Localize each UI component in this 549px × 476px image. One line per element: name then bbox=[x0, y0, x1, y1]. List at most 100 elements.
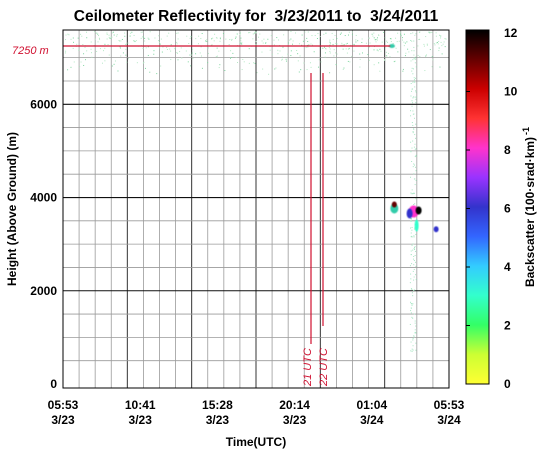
streak-dot bbox=[410, 341, 412, 343]
speckle-dot bbox=[324, 46, 326, 48]
speckle-dot bbox=[439, 66, 441, 68]
speckle-dot bbox=[303, 62, 305, 64]
speckle-dot bbox=[384, 37, 386, 39]
streak-dot bbox=[410, 83, 412, 85]
speckle-dot bbox=[404, 42, 406, 44]
streak-dot bbox=[410, 312, 412, 314]
speckle-dot bbox=[336, 53, 338, 55]
speckle-dot bbox=[142, 47, 144, 49]
speckle-dot bbox=[397, 51, 399, 53]
streak-dot bbox=[412, 110, 414, 112]
x-tick-date: 3/23 bbox=[129, 413, 153, 427]
speckle-dot bbox=[201, 67, 203, 69]
streak-dot bbox=[412, 243, 414, 245]
streak-dot bbox=[415, 198, 417, 200]
speckle-dot bbox=[191, 54, 193, 56]
speckle-dot bbox=[177, 59, 179, 61]
speckle-dot bbox=[192, 48, 194, 50]
speckle-dot bbox=[216, 37, 218, 39]
speckle-dot bbox=[398, 40, 400, 42]
streak-dot bbox=[414, 178, 416, 180]
speckle-dot bbox=[304, 31, 306, 33]
speckle-dot bbox=[113, 63, 115, 65]
colorbar-tick-label: 12 bbox=[504, 26, 518, 40]
speckle-dot bbox=[376, 49, 378, 51]
speckle-dot bbox=[336, 38, 338, 40]
speckle-dot bbox=[119, 47, 121, 49]
streak-dot bbox=[410, 250, 412, 252]
speckle-dot bbox=[415, 56, 417, 58]
streak-dot bbox=[414, 81, 416, 83]
speckle-dot bbox=[342, 68, 344, 70]
speckle-dot bbox=[265, 42, 267, 44]
speckle-dot bbox=[230, 57, 232, 59]
speckle-dot bbox=[320, 61, 322, 63]
colorbar-ticks: 0 2 4 6 8 10 12 bbox=[466, 26, 518, 391]
speckle-dot bbox=[292, 40, 294, 42]
speckle-dot bbox=[211, 38, 213, 40]
speckle-dot bbox=[393, 61, 395, 63]
speckle-dot bbox=[104, 43, 106, 45]
speckle-dot bbox=[353, 43, 355, 45]
streak-dot bbox=[413, 79, 415, 81]
speckle-dot bbox=[295, 32, 297, 34]
speckle-dot bbox=[417, 54, 419, 56]
speckle-dot bbox=[158, 42, 160, 44]
speckle-dot bbox=[367, 54, 369, 56]
streak-dot bbox=[410, 273, 412, 275]
streak-dot bbox=[413, 50, 415, 52]
speckle-dot bbox=[86, 37, 88, 39]
x-tick-date: 3/24 bbox=[360, 413, 384, 427]
streak-dot bbox=[410, 307, 412, 309]
streak-dot bbox=[413, 163, 415, 165]
speckle-dot bbox=[433, 43, 435, 45]
speckle-dot bbox=[301, 44, 303, 46]
speckle-dot bbox=[435, 32, 437, 34]
streak-dot bbox=[411, 220, 413, 222]
speckle-dot bbox=[122, 52, 124, 54]
speckle-dot bbox=[296, 50, 298, 52]
speckle-dot bbox=[361, 41, 363, 43]
speckle-dot bbox=[400, 35, 402, 37]
streak-dot bbox=[411, 70, 413, 72]
speckle-dot bbox=[206, 41, 208, 43]
streak-dot bbox=[411, 229, 413, 231]
streak-dot bbox=[413, 146, 415, 148]
streak-dot bbox=[412, 97, 414, 99]
speckle-dot bbox=[154, 37, 156, 39]
streak-dot bbox=[411, 189, 413, 191]
speckle-dot bbox=[77, 37, 79, 39]
speckle-dot bbox=[316, 38, 318, 40]
speckle-dot bbox=[70, 66, 72, 68]
streak-dot bbox=[412, 102, 414, 104]
speckle-dot bbox=[205, 40, 207, 42]
speckle-dot bbox=[169, 48, 171, 50]
speckle-dot bbox=[118, 39, 120, 41]
speckle-dot bbox=[195, 53, 197, 55]
colorbar-tick-label: 0 bbox=[504, 377, 511, 391]
streak-dot bbox=[411, 288, 413, 290]
speckle-dot bbox=[432, 59, 434, 61]
speckle-dot bbox=[426, 43, 428, 45]
speckle-dot bbox=[180, 47, 182, 49]
speckle-dot bbox=[86, 50, 88, 52]
streak-dot bbox=[413, 173, 415, 175]
speckle-dot bbox=[276, 37, 278, 39]
streak-dot bbox=[411, 236, 413, 238]
speckle-dot bbox=[290, 31, 292, 33]
speckle-dot bbox=[394, 60, 396, 62]
speckle-dot bbox=[158, 35, 160, 37]
speckle-dot bbox=[237, 62, 239, 64]
speckle-dot bbox=[351, 55, 353, 57]
streak-dot bbox=[411, 350, 413, 352]
speckle-dot bbox=[346, 42, 348, 44]
streak-dot bbox=[414, 164, 416, 166]
speckle-dot bbox=[103, 50, 105, 52]
speckle-dot bbox=[258, 36, 260, 38]
speckle-dot bbox=[125, 54, 127, 56]
streak-dot bbox=[414, 228, 416, 230]
speckle-dot bbox=[177, 32, 179, 34]
streak-dot bbox=[414, 96, 416, 98]
speckle-dot bbox=[341, 42, 343, 44]
speckle-dot bbox=[442, 43, 444, 45]
